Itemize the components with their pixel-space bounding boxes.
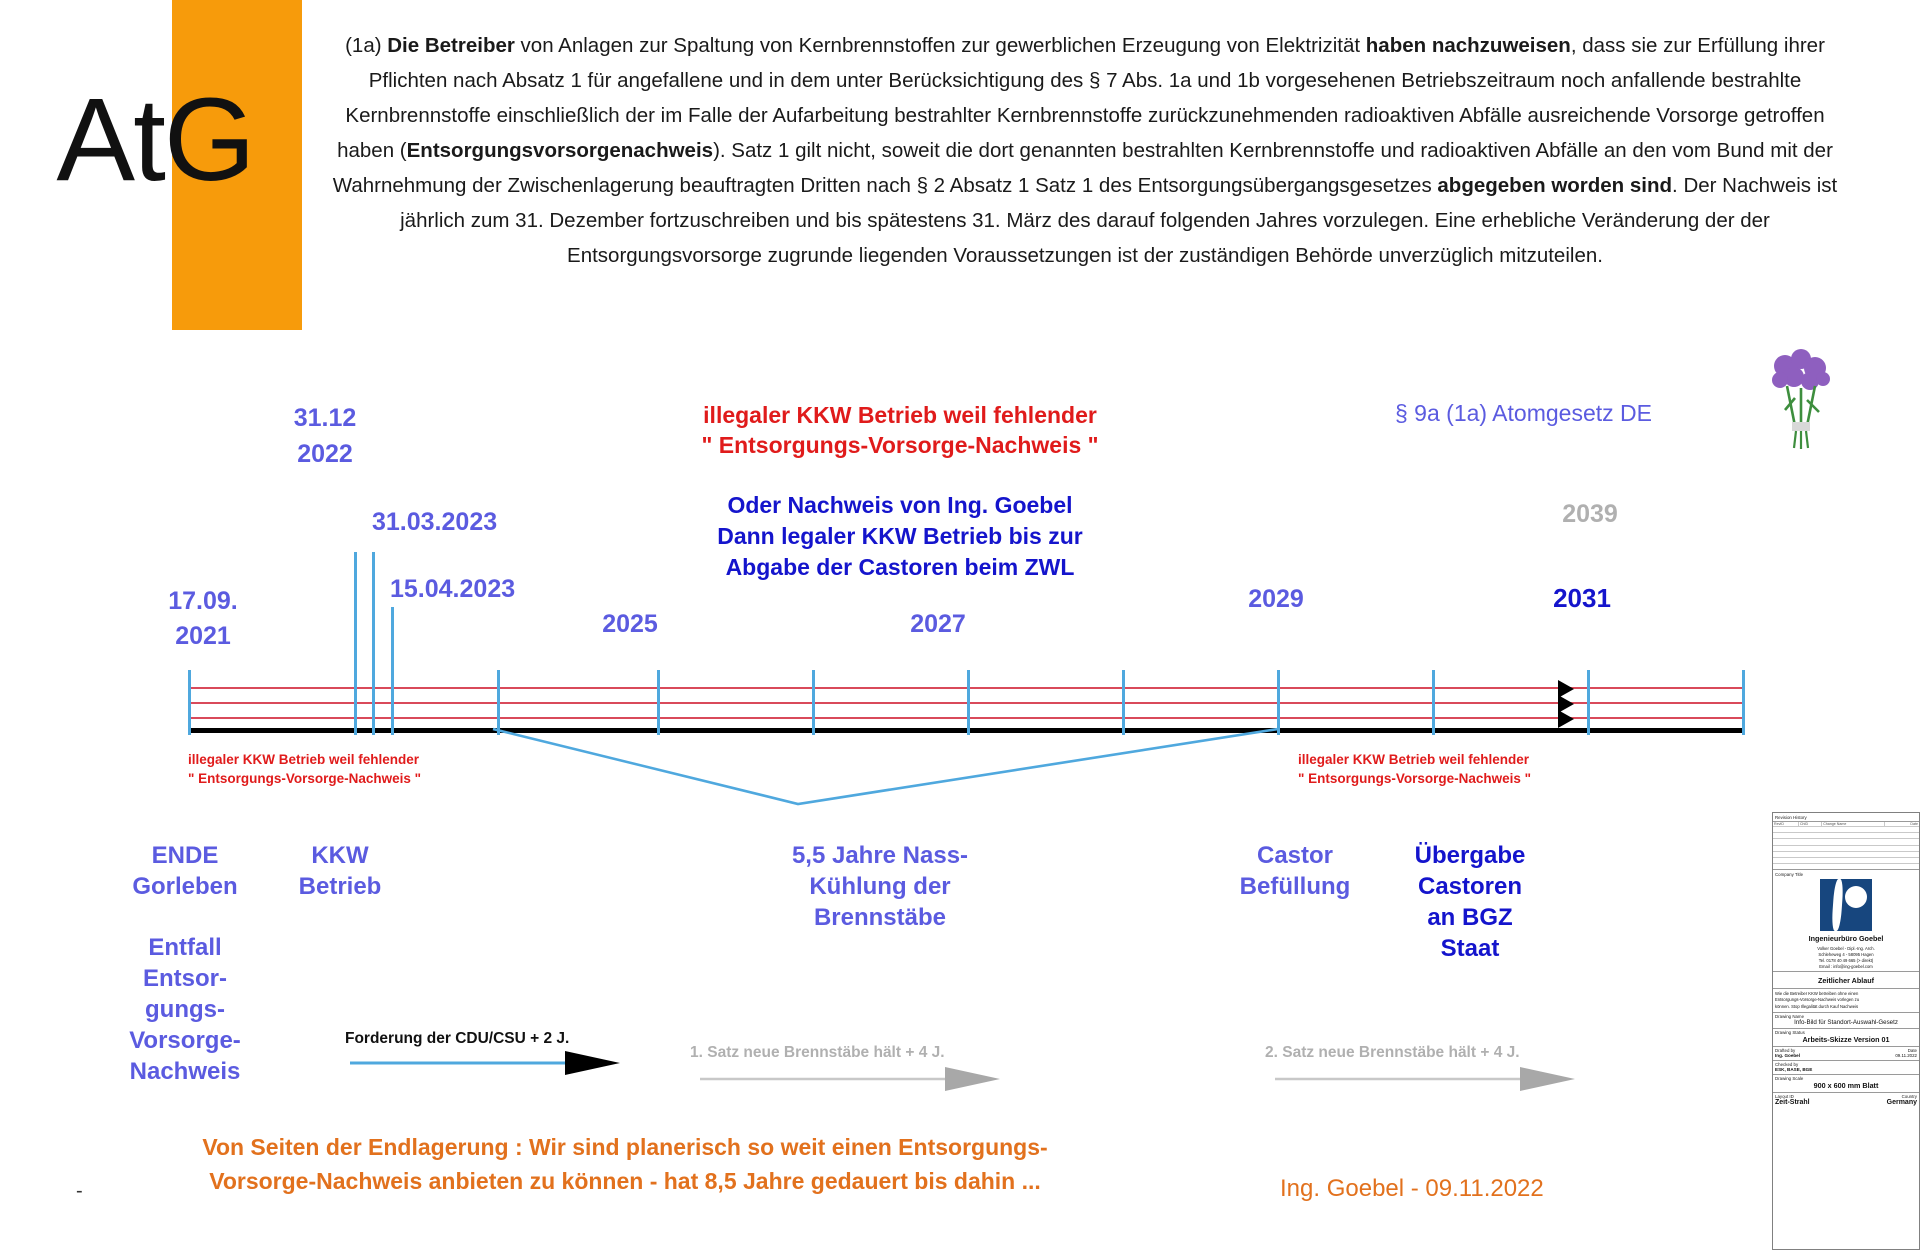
year-label-2031: 2031 (1553, 583, 1611, 613)
tick-2031 (1587, 670, 1590, 735)
tb-drawing-subject: Zeitlicher Ablauf (1773, 971, 1919, 990)
tick-2025 (657, 670, 660, 735)
tick-2028 (1122, 670, 1125, 735)
arrowbar-brennstaebe-1 (700, 1067, 1000, 1091)
tick-2029 (1277, 670, 1280, 735)
phase-entfall-nachweis: Entfall Entsor- gungs- Vorsorge- Nachwei… (129, 934, 241, 1085)
tb-drawing-scale: Drawing Scale 900 x 600 mm Blatt (1773, 1075, 1919, 1093)
timeline-axis (188, 728, 1743, 733)
tb-company-address: Volker Goebel - Dipl.-Ing. Arch. Schlehe… (1817, 945, 1875, 969)
timeline-red-line-3 (188, 717, 1743, 719)
date-label-31-12-2022: 31.12 2022 (293, 404, 357, 468)
tick-2026 (812, 670, 815, 735)
phase-uebergabe-bgz: Übergabe Castoren an BGZ Staat (1414, 842, 1526, 962)
arrowbar-label-brennstaebe-1: 1. Satz neue Brennstäbe hält + 4 J. (690, 1044, 945, 1061)
company-logo-icon (1820, 878, 1872, 931)
tick-31-03-2023 (372, 552, 375, 735)
date-label-31-03-2023: 31.03.2023 (372, 508, 498, 536)
callout-illegal-operation-top: illegaler KKW Betrieb weil fehlender " E… (701, 402, 1099, 458)
law-reference-label: § 9a (1a) Atomgesetz DE (1395, 400, 1652, 426)
arrowhead-line-2 (1558, 695, 1574, 713)
arrowhead-line-3 (1558, 710, 1574, 728)
phase-castor-befuellung: Castor Befüllung (1239, 842, 1351, 900)
cooling-period-connector (492, 727, 1279, 806)
footer-dash: - (76, 1180, 83, 1202)
tb-drawing-name: Drawing Name Info-Bild für Standort-Ausw… (1773, 1013, 1919, 1029)
footer-note: Von Seiten der Endlagerung : Wir sind pl… (202, 1134, 1048, 1194)
phase-nasskuehlung: 5,5 Jahre Nass- Kühlung der Brennstäbe (791, 842, 969, 931)
arrowbar-brennstaebe-2 (1275, 1067, 1575, 1091)
tb-revision-history: Revision History (1773, 813, 1919, 822)
tick-2027 (967, 670, 970, 735)
arrowbar-cdu-csu (350, 1051, 620, 1075)
flower-bouquet-icon (1772, 349, 1830, 449)
orange-accent-band (172, 0, 302, 330)
tick-2030 (1432, 670, 1435, 735)
drawing-title-block: Revision History RevID ChID Change Name … (1772, 812, 1920, 1250)
tick-2021 (188, 670, 191, 735)
callout-illegal-left: illegaler KKW Betrieb weil fehlender " E… (188, 752, 422, 786)
year-label-2025: 2025 (602, 610, 658, 638)
phase-kkw-betrieb: KKW Betrieb (298, 842, 382, 900)
date-label-15-04-2023: 15.04.2023 (390, 575, 516, 603)
year-label-2027: 2027 (910, 610, 966, 638)
tb-layout-id: Layout ID Country Zeit-Strahl Germany (1775, 1094, 1917, 1107)
arrowbar-label-cdu-csu: Forderung der CDU/CSU + 2 J. (345, 1030, 570, 1047)
year-label-2029: 2029 (1248, 585, 1304, 613)
year-label-2039: 2039 (1562, 500, 1618, 528)
tb-company-title: Company Title Ingenieurbüro Goebel Volke… (1773, 870, 1919, 971)
tick-2032 (1742, 670, 1745, 735)
tick-31-12-2022 (354, 552, 357, 735)
atg-logo: AtG (56, 74, 255, 206)
tick-15-04-2023 (391, 607, 394, 735)
date-label-17-09-2021: 17.09. 2021 (168, 587, 238, 650)
footer-signature: Ing. Goebel - 09.11.2022 (1280, 1175, 1544, 1202)
law-paragraph: (1a) Die Betreiber von Anlagen zur Spalt… (332, 34, 1838, 267)
callout-illegal-right: illegaler KKW Betrieb weil fehlender " E… (1298, 752, 1532, 786)
tb-revision-columns: RevID ChID Change Name Date (1773, 822, 1919, 827)
phase-ende-gorleben: ENDE Gorleben (132, 842, 238, 900)
tb-drafted-by: Drafted by Date Ing. Goebel 09.11.2022 (1773, 1047, 1919, 1061)
tb-description: Wie die Betreiber KKW betreiben ohne ein… (1773, 989, 1919, 1013)
timeline-red-line-2 (188, 702, 1743, 704)
tb-checked-by: Checked by ESK, BASE, BGE (1773, 1061, 1919, 1075)
arrowhead-line-1 (1558, 680, 1574, 698)
callout-proof-alternative: Oder Nachweis von Ing. Goebel Dann legal… (717, 492, 1083, 580)
arrowbar-label-brennstaebe-2: 2. Satz neue Brennstäbe hält + 4 J. (1265, 1044, 1520, 1061)
tick-2024 (497, 670, 500, 735)
tb-revision-rows (1773, 827, 1919, 871)
timeline-red-line-1 (188, 687, 1743, 689)
tb-drawing-status: Drawing Status Arbeits-Skizze Version 01 (1773, 1029, 1919, 1047)
